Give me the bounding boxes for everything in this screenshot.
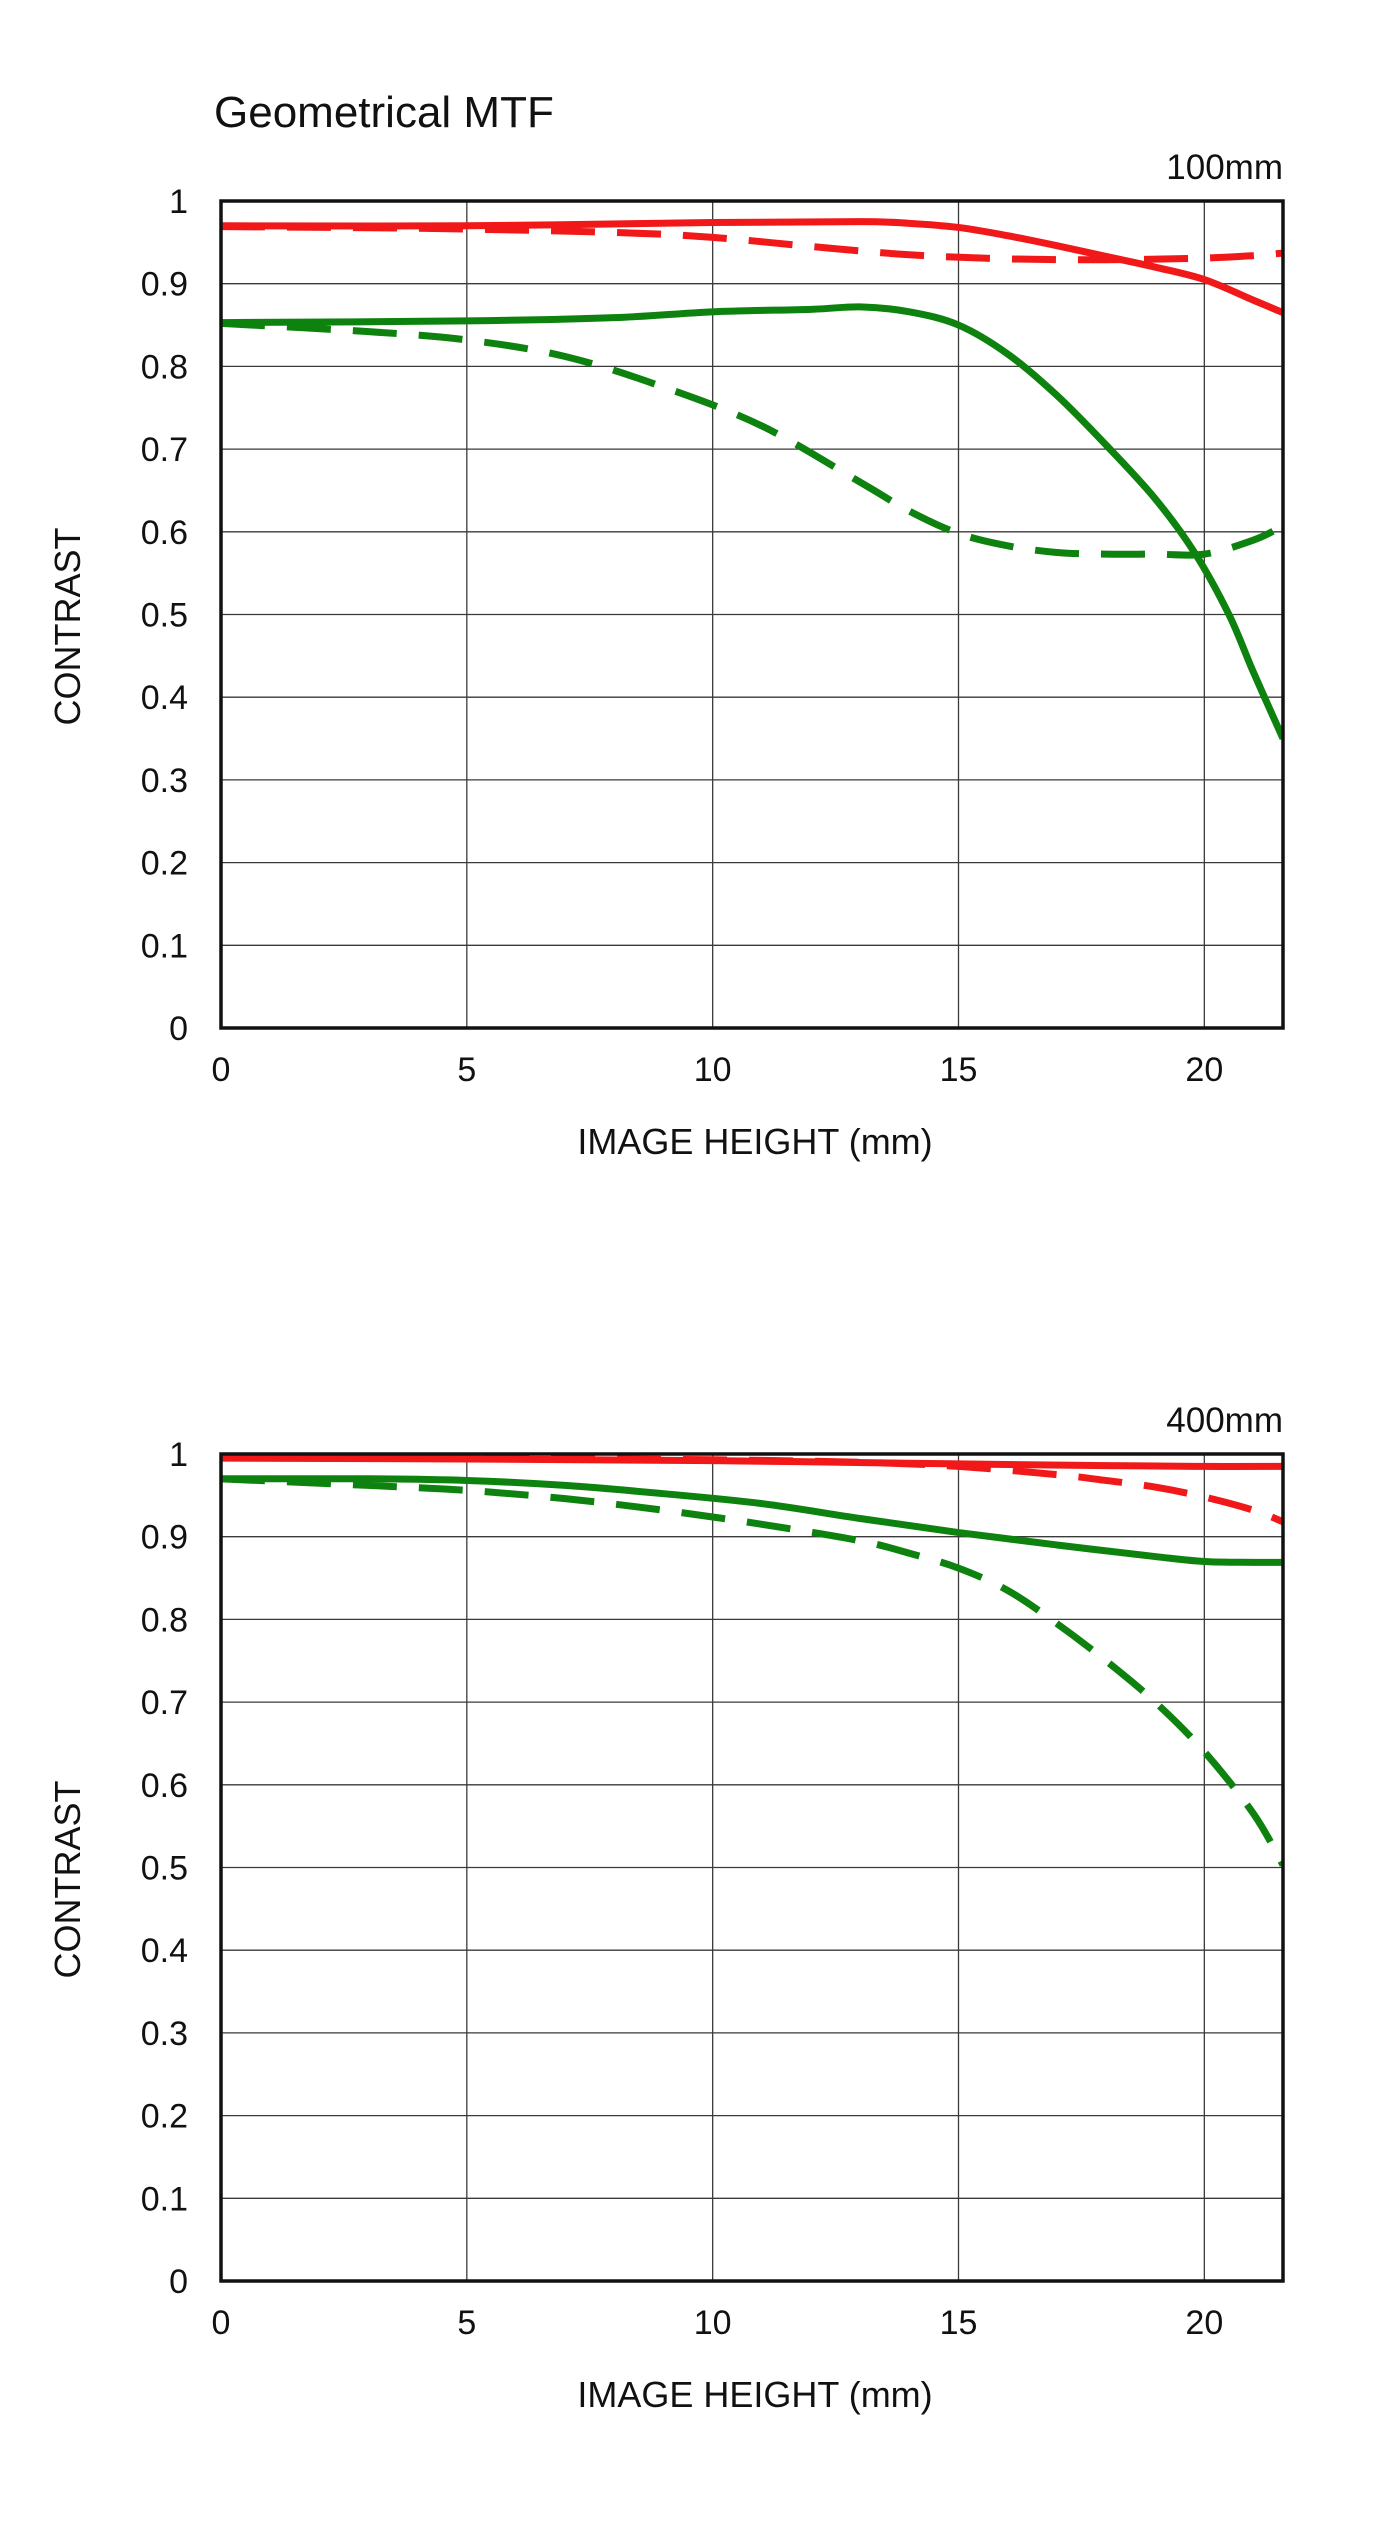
- chart-400mm-y-tick-label: 0.3: [141, 2015, 188, 2053]
- chart-100mm-y-tick-label: 0.5: [141, 597, 188, 635]
- chart-400mm-y-tick-label: 0.5: [141, 1850, 188, 1888]
- chart-100mm-x-tick-label: 10: [694, 1051, 732, 1089]
- chart-100mm-y-axis-label: CONTRAST: [47, 527, 88, 725]
- chart-100mm-y-tick-label: 0.3: [141, 762, 188, 800]
- chart-400mm-y-tick-label: 0.7: [141, 1684, 188, 1722]
- chart-400mm-y-tick-label: 1: [169, 1436, 188, 1474]
- chart-100mm-x-tick-label: 5: [457, 1051, 476, 1089]
- chart-100mm-y-tick-label: 0.9: [141, 266, 188, 304]
- page-title: Geometrical MTF: [214, 88, 554, 137]
- chart-400mm-green-solid-series-line: [221, 1475, 1283, 1566]
- chart-400mm-y-tick-label: 0.9: [141, 1519, 188, 1557]
- chart-100mm-x-tick-label: 20: [1185, 1051, 1223, 1089]
- chart-400mm-y-tick-label: 0.1: [141, 2180, 188, 2218]
- chart-400mm-focal-length-label: 400mm: [1166, 1401, 1283, 1440]
- chart-400mm-y-tick-label: 0.6: [141, 1767, 188, 1805]
- chart-100mm-focal-length-label: 100mm: [1166, 148, 1283, 187]
- chart-400mm-x-tick-label: 15: [940, 2304, 978, 2342]
- chart-100mm-y-tick-label: 0.8: [141, 348, 188, 386]
- chart-400mm-x-tick-label: 20: [1185, 2304, 1223, 2342]
- chart-400mm-y-tick-label: 0.2: [141, 2098, 188, 2136]
- chart-100mm-y-tick-label: 0.7: [141, 431, 188, 469]
- chart-100mm-plot-frame: [219, 199, 1285, 1030]
- chart-100mm-y-tick-label: 0.2: [141, 845, 188, 883]
- chart-100mm-x-tick-label: 0: [212, 1051, 231, 1089]
- chart-400mm-x-tick-label: 10: [694, 2304, 732, 2342]
- chart-400mm-y-axis-label: CONTRAST: [47, 1780, 88, 1978]
- chart-400mm-x-tick-label: 5: [457, 2304, 476, 2342]
- chart-400mm-red-dashed-series-line: [221, 1453, 1283, 1526]
- chart-400mm-y-tick-label: 0.8: [141, 1601, 188, 1639]
- chart-400mm-plot-frame: [219, 1452, 1285, 2283]
- chart-100mm-x-axis-label: IMAGE HEIGHT (mm): [577, 1121, 932, 1162]
- chart-100mm-red-dashed-series-line: [221, 223, 1283, 264]
- chart-100mm-y-tick-label: 0.1: [141, 927, 188, 965]
- chart-100mm-y-tick-label: 0: [169, 1010, 188, 1048]
- chart-400mm-x-tick-label: 0: [212, 2304, 231, 2342]
- chart-100mm-y-tick-label: 1: [169, 183, 188, 221]
- chart-400mm-x-axis-label: IMAGE HEIGHT (mm): [577, 2374, 932, 2415]
- chart-400mm-y-tick-label: 0: [169, 2263, 188, 2301]
- chart-400mm-green-dashed-series-line: [221, 1475, 1283, 1867]
- chart-100mm-x-tick-label: 15: [940, 1051, 978, 1089]
- chart-100mm-y-tick-label: 0.6: [141, 514, 188, 552]
- chart-400mm-y-tick-label: 0.4: [141, 1932, 188, 1970]
- chart-100mm-red-solid-series-line: [221, 218, 1283, 316]
- chart-100mm-green-solid-series-line: [221, 303, 1283, 740]
- chart-100mm-y-tick-label: 0.4: [141, 679, 188, 717]
